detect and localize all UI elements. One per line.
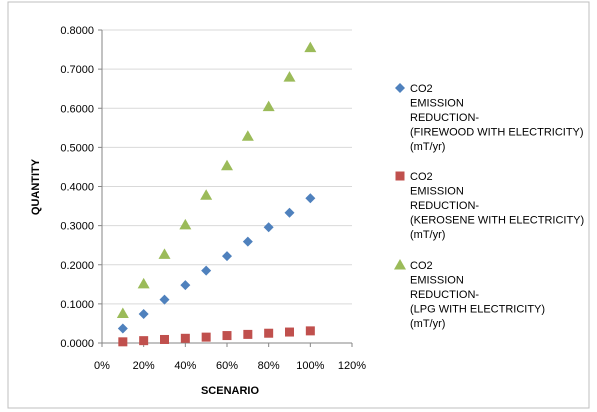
diamond-data-point [159, 294, 170, 305]
triangle-data-point [158, 248, 171, 259]
legend-marker-triangle [394, 259, 406, 270]
square-data-point [180, 333, 190, 343]
square-data-point [285, 327, 294, 337]
y-tick-label: 0.1000 [60, 299, 94, 311]
square-data-point [160, 334, 169, 344]
legend-entry-text: EMISSION [410, 186, 464, 198]
legend-entry-text: (LPG WITH ELECTRICITY) [410, 304, 545, 316]
triangle-data-point [262, 100, 275, 112]
x-tick-label: 120% [338, 360, 366, 372]
x-tick-label: 100% [296, 360, 324, 372]
y-tick-label: 0.7000 [60, 64, 94, 76]
x-tick-label: 0% [94, 360, 110, 372]
x-tick-label: 60% [216, 360, 238, 372]
gridlines [102, 29, 352, 305]
triangle-data-point [137, 277, 150, 289]
x-tick-label: 20% [133, 360, 155, 372]
legend-entry-text: CO2 [410, 260, 433, 272]
triangle-data-point [283, 71, 296, 82]
legend-entry-text: (mT/yr) [410, 318, 445, 330]
y-tick-label: 0.5000 [60, 142, 94, 154]
diamond-data-point [263, 222, 274, 233]
diamond-data-point [138, 309, 149, 320]
legend-entry-text: EMISSION [410, 275, 464, 287]
triangle-data-point [241, 130, 254, 141]
square-data-point [201, 332, 211, 342]
square-data-point [139, 336, 149, 346]
diamond-data-point [305, 193, 316, 204]
x-tick-labels: 0% 20% 40% 60% 80% 100% 120% [94, 360, 366, 372]
triangle-data-point [116, 307, 129, 318]
diamond-data-point [201, 265, 212, 276]
data-markers [116, 41, 317, 347]
y-tick-label: 0.6000 [60, 103, 94, 115]
square-data-point [222, 331, 232, 341]
square-data-point [305, 326, 315, 336]
y-tick-label: 0.0000 [60, 338, 94, 350]
diamond-data-point [222, 251, 232, 262]
triangle-data-point [304, 41, 317, 53]
legend-marker-square [395, 171, 405, 181]
triangle-data-point [221, 159, 233, 171]
square-data-point [264, 328, 274, 338]
legend-entry-text: REDUCTION- [410, 112, 479, 124]
legend-marker-diamond [395, 83, 405, 93]
legend: CO2 EMISSION REDUCTION- (FIREWOOD WITH ELEC… [394, 83, 584, 330]
square-data-point [243, 329, 253, 339]
triangle-data-point [179, 218, 192, 230]
legend-entry-text: (mT/yr) [410, 141, 445, 153]
x-tick-label: 80% [258, 360, 280, 372]
y-tick-label: 0.8000 [60, 25, 94, 37]
legend-entry-text: (KEROSENE WITH ELECTRICITY) [410, 215, 584, 227]
x-axis-label: SCENARIO [201, 385, 260, 397]
y-tick-label: 0.4000 [60, 182, 94, 194]
diamond-data-point [180, 280, 191, 291]
y-axis-label: QUANTITY [30, 158, 42, 215]
triangle-data-point [200, 189, 213, 200]
legend-entry-text: REDUCTION- [410, 289, 479, 301]
x-tick-label: 40% [174, 360, 196, 372]
diamond-data-point [284, 207, 295, 218]
legend-entry-text: EMISSION [410, 98, 464, 110]
square-data-point [118, 337, 128, 347]
diamond-data-point [242, 236, 253, 247]
legend-entry-text: (FIREWOOD WITH ELECTRICITY) [410, 127, 584, 139]
diamond-data-point [117, 323, 128, 334]
legend-entry-text: (mT/yr) [410, 229, 445, 241]
y-tick-label: 0.3000 [60, 221, 94, 233]
y-tick-label: 0.2000 [60, 260, 94, 272]
legend-entry-text: CO2 [410, 83, 433, 95]
chart-border [7, 1, 590, 409]
y-tick-labels: 0.0000 0.1000 0.2000 0.3000 0.4000 0.5000 0.60… [60, 25, 94, 350]
legend-entry-text: REDUCTION- [410, 200, 479, 212]
legend-entry-text: CO2 [410, 171, 433, 183]
